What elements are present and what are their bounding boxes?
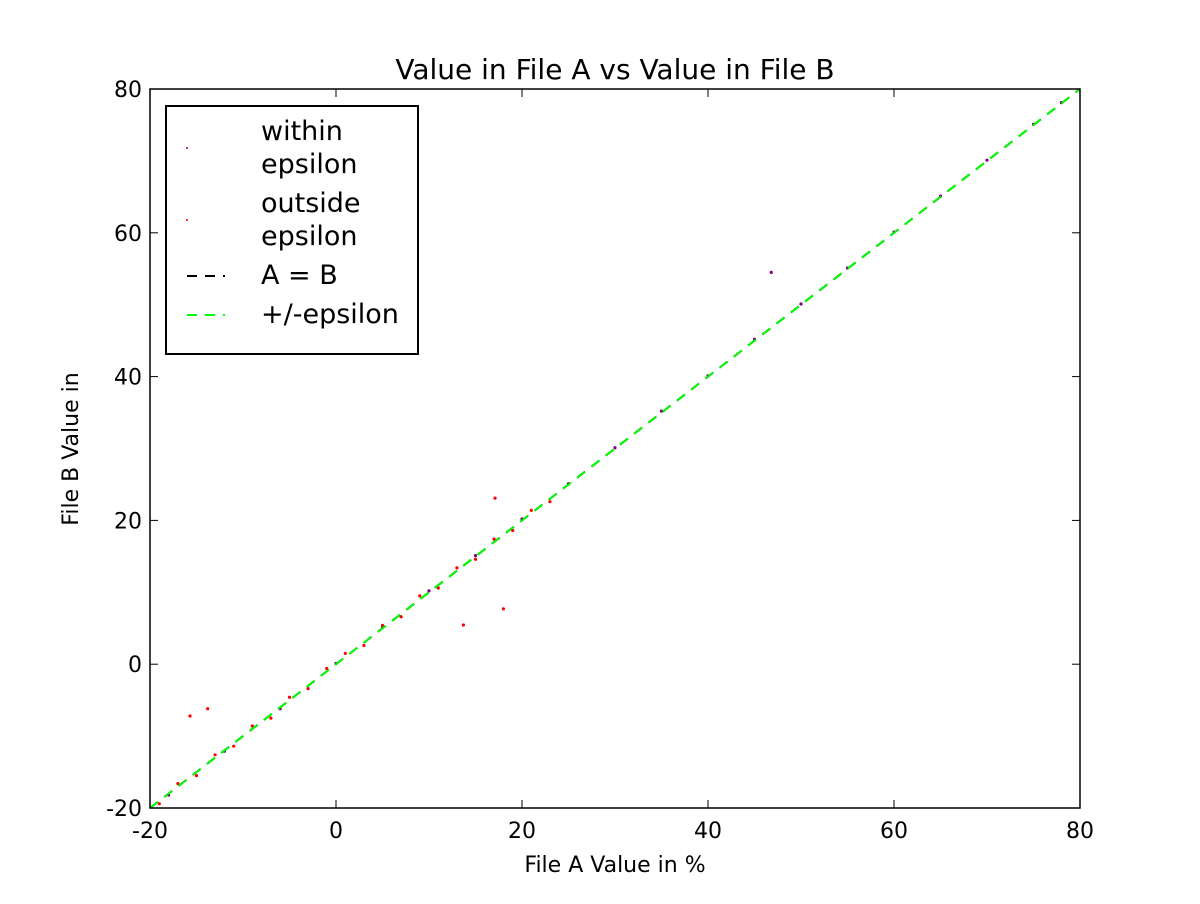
point xyxy=(287,695,292,699)
point xyxy=(985,158,989,162)
point xyxy=(269,716,273,720)
point xyxy=(769,270,773,274)
y-tick-label: 40 xyxy=(114,366,142,391)
point xyxy=(492,537,496,541)
legend-key xyxy=(187,274,225,277)
x-tick-label: 0 xyxy=(329,819,343,844)
plot-frame xyxy=(149,88,1081,809)
point xyxy=(548,500,552,504)
legend-entry: A = B xyxy=(167,259,417,292)
legend-label: outside epsilon xyxy=(261,188,361,252)
point xyxy=(455,566,459,570)
x-tick-label: 80 xyxy=(1066,819,1094,844)
point xyxy=(473,557,478,561)
point xyxy=(250,724,254,728)
point xyxy=(206,707,210,711)
legend-entry: +/-epsilon xyxy=(167,298,417,331)
point xyxy=(511,528,515,533)
line xyxy=(149,88,1081,809)
legend-entry: within epsilon xyxy=(167,115,417,181)
point xyxy=(157,802,161,806)
y-tick-label: 60 xyxy=(114,222,142,247)
point xyxy=(343,651,347,656)
x-axis-label: File A Value in % xyxy=(524,853,705,878)
legend-label: +/-epsilon xyxy=(261,299,399,330)
point xyxy=(501,607,505,611)
y-tick-label: -20 xyxy=(106,797,142,822)
point xyxy=(613,446,617,450)
point xyxy=(436,586,440,590)
x-tick-label: 20 xyxy=(508,819,536,844)
y-tick-label: 20 xyxy=(114,509,142,534)
legend-marker xyxy=(186,219,188,221)
point xyxy=(194,774,199,778)
point xyxy=(418,594,422,598)
y-tick-label: 0 xyxy=(128,653,142,678)
legend: within epsilon outside epsilon A = B +/-eps… xyxy=(165,105,419,355)
legend-label: A = B xyxy=(261,260,338,291)
x-tick-label: -20 xyxy=(132,819,168,844)
point xyxy=(176,781,180,786)
point xyxy=(399,615,403,619)
point xyxy=(380,623,385,627)
point xyxy=(306,687,310,691)
point xyxy=(461,623,466,627)
point xyxy=(325,666,329,671)
point xyxy=(188,714,192,718)
y-axis-label: File B Value in xyxy=(59,372,84,525)
legend-key xyxy=(186,147,188,149)
y-tick-label: 80 xyxy=(114,78,142,103)
legend-key xyxy=(187,313,225,316)
legend-label: within epsilon xyxy=(261,116,358,180)
legend-entry: outside epsilon xyxy=(167,187,417,253)
point xyxy=(473,554,478,558)
x-tick-label: 60 xyxy=(880,819,908,844)
point xyxy=(493,496,497,500)
point xyxy=(427,589,431,593)
point xyxy=(213,753,217,757)
x-tick-label: 40 xyxy=(694,819,722,844)
point xyxy=(659,409,664,413)
point xyxy=(799,302,803,306)
chart-title: Value in File A vs Value in File B xyxy=(395,53,834,86)
legend-key xyxy=(186,219,188,221)
point xyxy=(529,508,533,512)
point xyxy=(362,643,366,648)
point xyxy=(232,744,236,748)
legend-marker xyxy=(186,147,188,149)
